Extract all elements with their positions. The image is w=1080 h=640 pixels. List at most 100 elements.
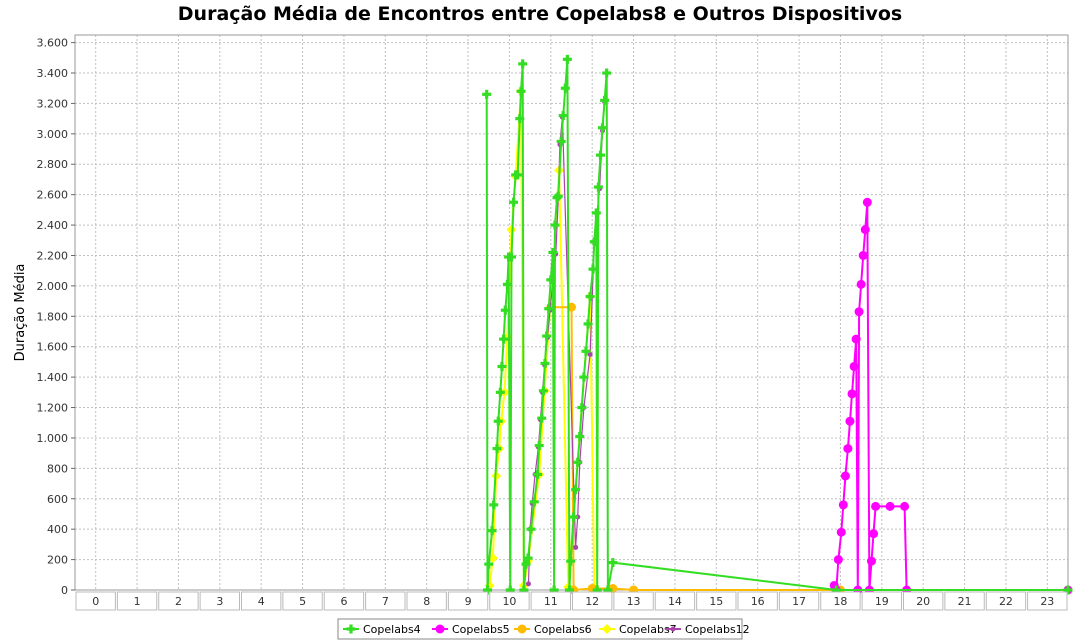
copelabs5-point <box>836 527 846 537</box>
x-category-cell <box>696 591 737 611</box>
x-category-cell <box>323 591 365 611</box>
marker-bar <box>485 585 490 595</box>
marker-bar <box>518 114 522 124</box>
marker-bar <box>537 441 541 451</box>
copelabs4-point <box>499 334 509 344</box>
marker-bar <box>565 54 569 64</box>
copelabs12-point <box>587 351 593 357</box>
x-category-cell <box>282 591 323 611</box>
copelabs5-point <box>833 555 843 565</box>
copelabs4-point <box>523 553 533 563</box>
marker-bar <box>540 413 544 423</box>
y-tick-label: 0 <box>61 584 68 597</box>
copelabs4-point <box>500 305 510 315</box>
marker-bar <box>834 585 838 595</box>
marker-bar <box>349 624 353 634</box>
y-tick-label: 3.600 <box>37 37 69 50</box>
copelabs4-point <box>521 559 531 569</box>
marker-bar <box>516 170 520 180</box>
copelabs4-point <box>558 111 568 121</box>
copelabs5-point <box>856 279 866 289</box>
marker-bar <box>596 182 600 192</box>
copelabs5-point <box>854 307 864 317</box>
copelabs4-point <box>575 431 585 441</box>
copelabs4-point <box>553 191 563 201</box>
copelabs4-point <box>556 136 566 146</box>
marker-bar <box>500 361 504 371</box>
marker-bar <box>487 559 491 569</box>
marker-bar <box>580 403 584 413</box>
y-tick-label: 3.200 <box>37 97 69 110</box>
copelabs4-point <box>518 59 528 69</box>
legend-item-copelabs6: Copelabs6 <box>514 623 592 636</box>
x-category-cell <box>241 591 282 611</box>
copelabs4-point <box>595 150 605 160</box>
y-tick-label: 1.800 <box>37 310 69 323</box>
x-category-cell <box>903 591 944 611</box>
copelabs12-point <box>573 544 579 550</box>
legend-copelabs6-point <box>517 624 527 634</box>
marker-bar <box>1066 585 1070 595</box>
legend-item-copelabs7: Copelabs7 <box>599 623 677 636</box>
x-category-cell <box>365 591 406 611</box>
marker-bar <box>545 331 549 341</box>
copelabs4-point <box>573 457 583 467</box>
legend-item-copelabs12: Copelabs12 <box>665 623 750 636</box>
marker-bar <box>606 585 610 595</box>
marker-bar <box>576 457 580 467</box>
legend-label: Copelabs6 <box>534 623 592 636</box>
x-category-cell <box>75 591 116 611</box>
x-category-cell <box>944 591 985 611</box>
marker-bar <box>567 585 572 595</box>
copelabs4-point <box>542 331 552 341</box>
x-tick-label: 8 <box>423 595 430 608</box>
marker-bar <box>553 220 557 230</box>
x-tick-label: 15 <box>709 595 723 608</box>
marker-bar <box>586 319 590 329</box>
marker-bar <box>600 123 605 133</box>
marker-bar <box>547 304 551 314</box>
copelabs5-point <box>866 556 876 566</box>
marker-bar <box>508 585 512 595</box>
marker-bar <box>578 431 582 441</box>
legend-copelabs12-point <box>670 626 676 632</box>
x-tick-label: 17 <box>792 595 806 608</box>
copelabs4-point <box>529 497 539 507</box>
legend-item-copelabs4: Copelabs4 <box>343 623 421 636</box>
copelabs4-point <box>538 386 548 396</box>
marker-bar <box>532 497 536 507</box>
x-category-cell <box>530 591 571 611</box>
copelabs4-point <box>602 68 612 78</box>
marker-bar <box>543 358 547 368</box>
marker-bar <box>549 275 553 285</box>
marker-bar <box>571 512 576 522</box>
x-category-cell <box>199 591 240 611</box>
y-axis-label: Duração Média <box>13 264 28 362</box>
x-category-cell <box>489 591 530 611</box>
marker-bar <box>582 372 586 382</box>
marker-bar <box>611 558 615 568</box>
copelabs4-point <box>546 275 556 285</box>
copelabs5-point <box>900 501 910 511</box>
copelabs4-point <box>515 114 525 124</box>
copelabs5-point <box>847 389 857 399</box>
copelabs12-point <box>525 581 531 587</box>
x-tick-label: 13 <box>627 595 641 608</box>
x-category-cell <box>820 591 861 611</box>
copelabs4-point <box>487 526 497 536</box>
legend-copelabs5-point <box>435 624 445 634</box>
copelabs4-point <box>581 346 591 356</box>
x-category-cell <box>447 591 489 611</box>
copelabs4-point <box>598 123 608 133</box>
copelabs4-point <box>534 441 544 451</box>
marker-bar <box>511 197 516 207</box>
axis-layer: 02004006008001.0001.2001.4001.6001.8002.… <box>37 37 1068 611</box>
copelabs4-point <box>1063 585 1073 595</box>
marker-bar <box>605 68 609 78</box>
x-tick-label: 18 <box>833 595 847 608</box>
copelabs5-point <box>871 501 881 511</box>
x-category-cell <box>572 591 613 611</box>
copelabs4-point <box>502 279 512 289</box>
marker-bar <box>594 208 598 218</box>
